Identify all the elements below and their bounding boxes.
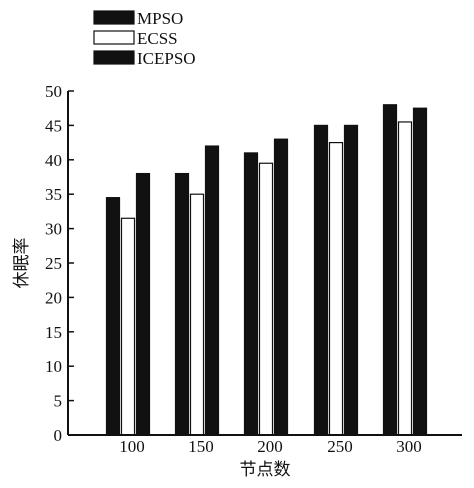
bar-ecss-250: [328, 142, 344, 436]
y-tick-label: 30: [45, 220, 62, 239]
x-tick-label: 150: [188, 437, 214, 456]
bar-mpso-250: [313, 124, 329, 436]
bar-mpso-300: [382, 104, 398, 436]
y-axis-label: 休眠率: [12, 238, 32, 289]
legend-swatch-icepso: [93, 50, 135, 65]
y-tick-label: 25: [45, 254, 62, 273]
legend-label-mpso: MPSO: [137, 9, 183, 28]
y-tick-label: 40: [45, 151, 62, 170]
bar-icepso-250: [343, 124, 359, 436]
y-tick-label: 0: [54, 426, 63, 445]
x-tick-label: 100: [119, 437, 145, 456]
bar-mpso-150: [174, 172, 190, 436]
y-tick-label: 20: [45, 288, 62, 307]
legend-swatch-ecss: [93, 30, 135, 45]
bar-ecss-200: [258, 162, 274, 436]
y-tick-label: 35: [45, 185, 62, 204]
x-tick-label: 300: [396, 437, 422, 456]
legend-swatch-mpso: [93, 10, 135, 25]
bar-icepso-150: [204, 145, 220, 436]
x-ticks-group: 100 150 200 250 300: [119, 437, 422, 456]
legend-label-ecss: ECSS: [137, 29, 178, 48]
x-tick-label: 250: [327, 437, 353, 456]
bar-ecss-150: [189, 193, 205, 436]
y-tick-label: 10: [45, 357, 62, 376]
y-tick-label: 45: [45, 116, 62, 135]
bar-icepso-300: [412, 107, 428, 436]
y-tick-label: 15: [45, 323, 62, 342]
legend-label-icepso: ICEPSO: [137, 49, 196, 68]
bar-icepso-200: [273, 138, 289, 436]
bar-icepso-100: [135, 172, 151, 436]
bar-ecss-100: [120, 217, 136, 436]
bar-mpso-100: [105, 197, 121, 436]
x-axis-label: 节点数: [240, 460, 291, 480]
x-tick-label: 200: [257, 437, 283, 456]
bars-group: [105, 104, 428, 436]
bar-mpso-200: [243, 152, 259, 436]
y-tick-label: 5: [54, 392, 63, 411]
y-tick-label: 50: [45, 82, 62, 101]
y-ticks-group: 0 5 10 15 20 25 30 35 40 45 50: [45, 82, 74, 445]
bar-ecss-300: [397, 121, 413, 436]
